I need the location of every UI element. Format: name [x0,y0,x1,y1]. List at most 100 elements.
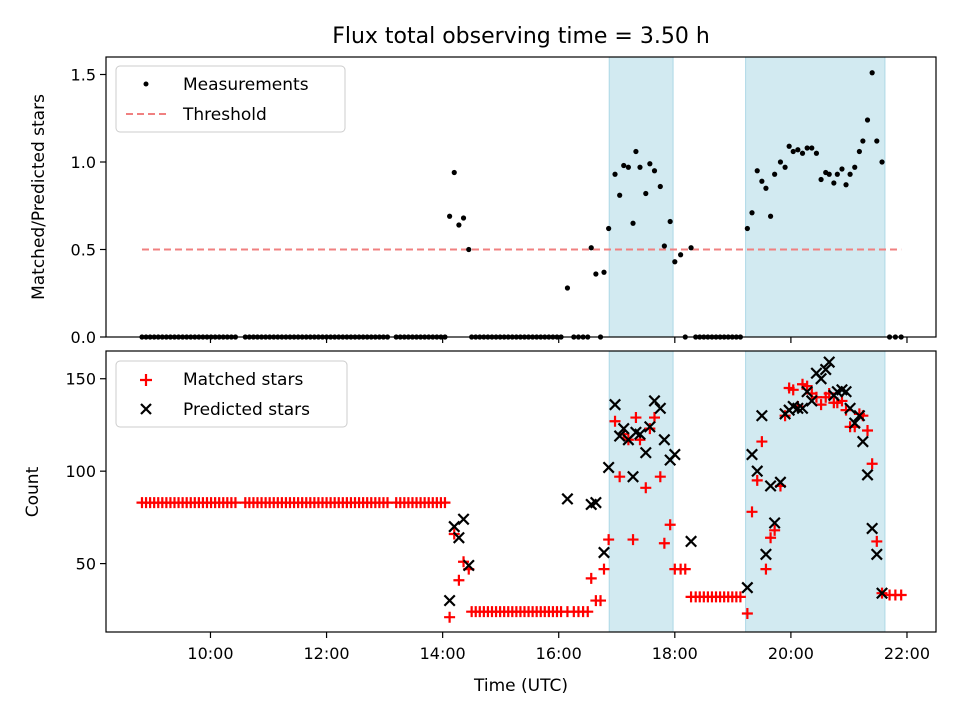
predicted-star-marker [613,430,626,443]
measurement-point [772,171,778,177]
bottom-y-axis-label: Count [23,466,43,517]
matched-star-marker [664,519,676,531]
matched-star-marker [444,611,456,623]
matched-star-marker [603,534,615,546]
predicted-star-marker [861,468,874,481]
observing-window-shade [608,350,674,633]
matched-star-marker [658,537,670,549]
measurement-point [667,218,673,225]
measurement-point [647,161,653,167]
measurement-point [795,147,801,153]
bottom-axes-frame [105,350,937,633]
matched-star-marker [640,482,652,494]
predicted-star-marker [755,409,768,422]
measurement-point [763,185,769,191]
predicted-star-marker [617,422,630,435]
x-tick-label: 14:00 [420,644,466,663]
measurement-point [672,259,678,265]
matched-star-marker [609,415,621,427]
predicted-star-marker [741,581,754,594]
measurement-point [633,148,639,155]
measurement-point [847,171,853,177]
measurement-point [826,171,832,177]
measurement-point [804,145,810,151]
measurement-point [451,169,457,176]
measurement-point [813,150,820,156]
y-tick-label: 150 [65,370,96,389]
matched-star-marker [614,471,626,483]
y-tick-label: 0.0 [71,328,96,347]
predicted-star-marker [764,479,777,492]
y-tick-label: 50 [76,555,96,574]
predicted-star-marker [589,496,602,509]
matched-star-marker [595,595,607,607]
predicted-star-marker [815,372,828,385]
measurement-point [630,220,636,226]
predicted-star-marker [457,513,470,526]
measurement-point [678,252,684,258]
measurement-point [786,143,792,149]
matched-star-marker [765,532,777,544]
measurement-point [564,285,571,291]
measurement-point [777,159,784,165]
measurement-point [790,148,796,155]
x-tick-label: 10:00 [187,644,233,663]
predicted-star-markers [443,356,888,607]
matched-star-marker [895,589,907,601]
predicted-star-marker [876,587,888,600]
predicted-star-marker [844,402,857,415]
measurement-point [879,159,885,165]
matched-star-marker [582,606,594,618]
measurement-point [466,246,472,253]
observing-window-shade [745,56,886,338]
predicted-star-marker [746,448,758,461]
measurement-point [874,138,880,144]
star-count-panel: 50 100 150 10:00 12:00 14:00 16:00 18:00 20:00 2… [23,350,937,696]
measurement-point [799,150,806,156]
predicted-star-marker [668,448,681,461]
measurement-point [617,192,623,198]
x-tick-label: 18:00 [652,644,698,663]
matched-star-marker [751,474,763,486]
bottom-legend: Matched stars Predicted stars [115,360,348,428]
predicted-star-marker [853,409,866,422]
matched-star-marker [801,380,813,392]
predicted-star-marker [639,446,652,459]
predicted-star-marker [561,492,574,505]
matched-star-marker [229,497,241,509]
predicted-star-marker [448,520,461,533]
bottom-y-ticks: 50 100 150 [65,370,106,574]
bottom-legend-box [115,360,348,428]
predicted-star-marker [823,356,836,369]
matched-star-marker [741,608,753,620]
predicted-star-marker [805,394,818,407]
measurement-point [839,166,845,172]
matched-star-marker [679,563,691,575]
predicted-star-marker [796,402,809,415]
matched-star-marker [439,497,451,509]
predicted-star-marker [819,363,832,376]
matched-legend-marker [140,374,152,386]
predicted-star-marker [643,420,656,433]
measurement-point [744,225,750,232]
measurement-point [688,245,694,251]
predicted-star-marker [751,465,764,478]
matched-star-marker [871,535,883,547]
measurement-point [456,222,462,228]
measurement-point [606,225,612,232]
bottom-legend-label-1: Predicted stars [183,400,310,420]
matched-star-marker [627,534,639,546]
predicted-star-marker [634,428,646,441]
matched-star-marker [756,436,768,448]
measurement-point [782,164,788,170]
matched-star-marker [769,524,781,536]
predicted-star-marker [609,398,622,411]
matched-star-marker [644,423,656,435]
measurement-point [818,176,824,183]
x-tick-label: 16:00 [536,644,582,663]
measurement-point [754,168,760,174]
measurement-point [447,213,453,219]
matched-star-marker [746,506,758,518]
predicted-star-marker [768,516,781,529]
